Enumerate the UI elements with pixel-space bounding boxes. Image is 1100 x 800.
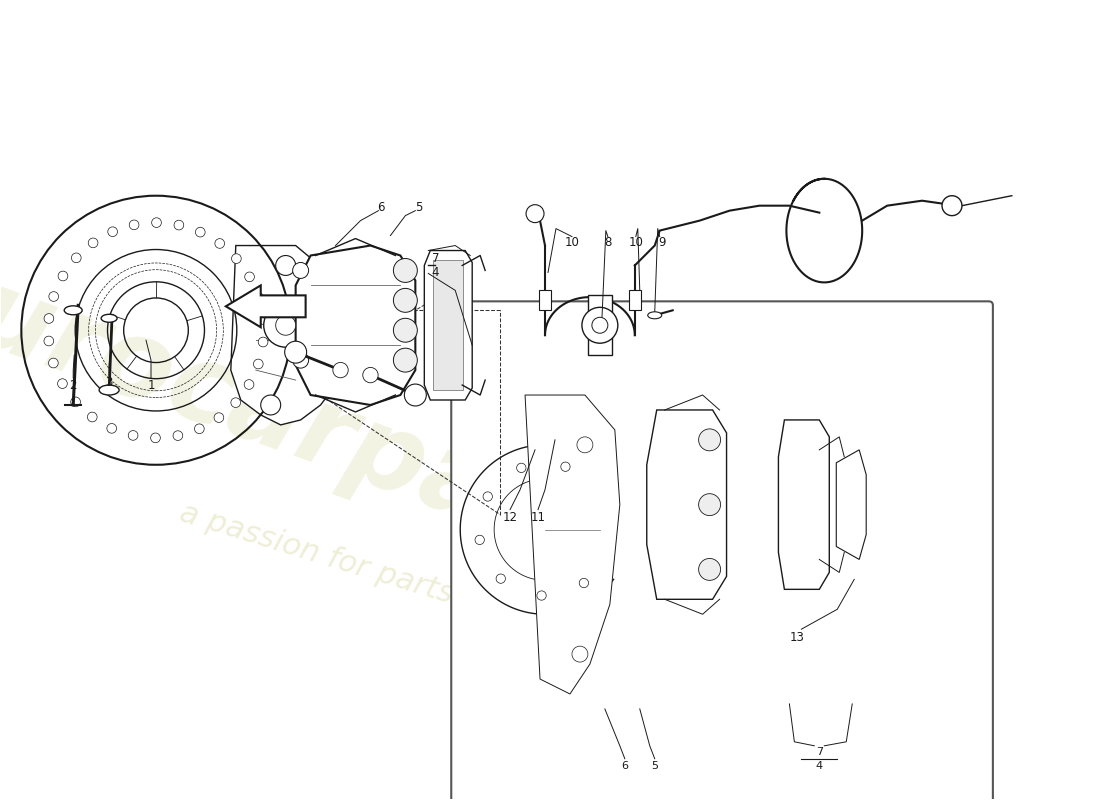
Circle shape xyxy=(244,380,254,390)
Circle shape xyxy=(394,288,417,312)
Ellipse shape xyxy=(648,312,662,318)
Text: 11: 11 xyxy=(530,511,546,524)
Circle shape xyxy=(496,574,505,583)
Circle shape xyxy=(333,362,349,378)
Text: a passion for parts since 1985: a passion for parts since 1985 xyxy=(176,498,625,661)
Circle shape xyxy=(698,429,720,451)
Circle shape xyxy=(405,384,427,406)
Circle shape xyxy=(152,218,162,227)
Circle shape xyxy=(72,253,81,262)
Bar xyxy=(433,261,463,390)
Polygon shape xyxy=(231,246,345,425)
Circle shape xyxy=(87,412,97,422)
Circle shape xyxy=(276,255,296,275)
Polygon shape xyxy=(779,420,829,590)
Circle shape xyxy=(151,433,161,442)
Polygon shape xyxy=(296,246,416,405)
Circle shape xyxy=(517,463,526,473)
Polygon shape xyxy=(525,395,619,694)
Circle shape xyxy=(58,271,68,281)
Text: 6: 6 xyxy=(376,201,384,214)
Text: 12: 12 xyxy=(503,511,518,524)
Text: 5: 5 xyxy=(651,761,658,770)
Circle shape xyxy=(261,395,280,415)
Circle shape xyxy=(244,272,254,282)
Text: 13: 13 xyxy=(790,630,805,644)
Circle shape xyxy=(475,535,484,545)
Circle shape xyxy=(942,196,962,216)
Text: 10: 10 xyxy=(628,236,643,249)
Text: 3: 3 xyxy=(106,375,113,389)
Polygon shape xyxy=(425,250,472,400)
Polygon shape xyxy=(836,450,866,559)
Circle shape xyxy=(88,238,98,248)
Circle shape xyxy=(44,314,54,323)
Ellipse shape xyxy=(99,385,119,395)
Text: 4: 4 xyxy=(431,266,439,279)
Circle shape xyxy=(70,397,80,406)
Circle shape xyxy=(214,238,224,248)
Circle shape xyxy=(231,254,241,263)
Polygon shape xyxy=(226,286,306,327)
Circle shape xyxy=(537,591,547,600)
Bar xyxy=(629,290,641,310)
Circle shape xyxy=(129,220,139,230)
Bar xyxy=(587,295,612,355)
Circle shape xyxy=(196,227,205,237)
Circle shape xyxy=(264,303,308,347)
Circle shape xyxy=(258,337,268,347)
Circle shape xyxy=(526,205,544,222)
Circle shape xyxy=(363,367,378,382)
Circle shape xyxy=(129,430,138,440)
Text: 1: 1 xyxy=(147,378,155,391)
Circle shape xyxy=(48,292,58,302)
Circle shape xyxy=(107,423,117,433)
Circle shape xyxy=(48,358,58,368)
Circle shape xyxy=(483,492,493,501)
Ellipse shape xyxy=(101,314,117,322)
Circle shape xyxy=(394,318,417,342)
Circle shape xyxy=(394,258,417,282)
Text: 2: 2 xyxy=(69,378,77,391)
Text: 4: 4 xyxy=(816,761,823,770)
Bar xyxy=(539,290,551,310)
Circle shape xyxy=(293,262,309,278)
Circle shape xyxy=(285,342,307,363)
Text: 5: 5 xyxy=(415,201,422,214)
Circle shape xyxy=(580,578,588,588)
Text: 8: 8 xyxy=(604,236,612,249)
Circle shape xyxy=(231,398,241,407)
Circle shape xyxy=(258,314,268,324)
Circle shape xyxy=(254,293,264,302)
Text: eurocarparts: eurocarparts xyxy=(0,235,670,605)
Text: 10: 10 xyxy=(564,236,580,249)
Circle shape xyxy=(561,462,570,471)
Circle shape xyxy=(57,378,67,389)
Polygon shape xyxy=(647,410,727,599)
Text: 6: 6 xyxy=(621,761,628,770)
Circle shape xyxy=(174,220,184,230)
Circle shape xyxy=(698,494,720,515)
Circle shape xyxy=(173,430,183,441)
Circle shape xyxy=(108,227,118,237)
Circle shape xyxy=(592,318,608,334)
Text: 7: 7 xyxy=(431,252,439,265)
Ellipse shape xyxy=(64,306,82,314)
Circle shape xyxy=(394,348,417,372)
Circle shape xyxy=(253,359,263,369)
Circle shape xyxy=(195,424,205,434)
Circle shape xyxy=(276,315,296,335)
Circle shape xyxy=(698,558,720,580)
Circle shape xyxy=(572,646,587,662)
Circle shape xyxy=(293,352,309,368)
Circle shape xyxy=(582,307,618,343)
Circle shape xyxy=(576,437,593,453)
Circle shape xyxy=(214,413,223,422)
Circle shape xyxy=(44,336,54,346)
Text: 7: 7 xyxy=(816,746,823,757)
FancyBboxPatch shape xyxy=(451,302,993,800)
Text: 9: 9 xyxy=(658,236,666,249)
